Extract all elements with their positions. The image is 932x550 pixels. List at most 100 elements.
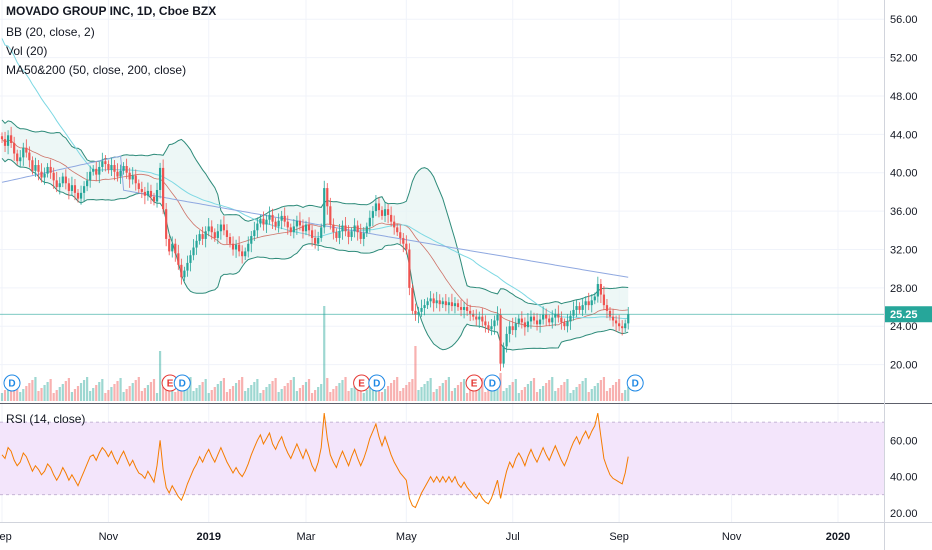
ma-indicator-label[interactable]: MA50&200 (50, close, 200, close) — [6, 63, 187, 77]
volume-bar — [496, 380, 499, 401]
candle-body — [171, 243, 174, 252]
candle-body — [438, 300, 441, 305]
candle-body — [101, 161, 104, 167]
candle-body — [22, 147, 25, 158]
volume-bar — [487, 389, 490, 401]
volume-bar — [405, 385, 408, 401]
volume-bar — [548, 380, 551, 401]
event-marker-label: D — [373, 379, 380, 390]
volume-bar — [605, 391, 609, 401]
volume-bar — [596, 383, 599, 401]
candle-body — [286, 221, 289, 228]
volume-bar — [268, 384, 271, 401]
candle-body — [19, 157, 22, 162]
volume-bar — [414, 346, 417, 401]
candle-body — [344, 225, 347, 232]
candle-body — [380, 210, 384, 216]
candle-body — [426, 301, 429, 306]
candle-body — [353, 225, 356, 232]
candle-body — [405, 243, 408, 250]
volume-bar — [241, 377, 244, 401]
candle-body — [347, 231, 350, 238]
volume-bar — [277, 392, 280, 401]
price-tick-label: 28.00 — [890, 283, 918, 295]
rsi-tick-label: 60.00 — [890, 435, 918, 447]
volume-bar — [429, 378, 432, 401]
volume-bar — [101, 379, 104, 401]
price-tick-label: 48.00 — [890, 91, 918, 103]
event-marker-label: D — [179, 379, 186, 390]
candle-body — [484, 321, 487, 326]
candle-body — [37, 165, 40, 172]
candle-body — [417, 311, 420, 315]
volume-bar — [0, 393, 4, 401]
candle-body — [259, 218, 262, 224]
event-marker-label: E — [358, 379, 365, 390]
volume-bar — [134, 380, 137, 401]
volume-bar — [523, 387, 526, 401]
candle-body — [478, 316, 481, 320]
volume-bar — [119, 378, 122, 401]
candle-body — [560, 317, 563, 323]
candle-body — [317, 237, 320, 244]
volume-bar — [563, 382, 566, 401]
volume-bar — [180, 386, 183, 401]
rsi-tick-label: 40.00 — [890, 472, 918, 484]
candle-body — [605, 305, 609, 311]
candle-body — [198, 234, 201, 241]
candle-body — [76, 192, 80, 199]
volume-bar — [505, 388, 508, 401]
symbol-title[interactable]: MOVADO GROUP INC, 1D, Cboe BZX — [6, 4, 217, 18]
volume-bar — [386, 386, 390, 401]
volume-bar — [542, 386, 545, 401]
volume-bar — [61, 384, 64, 401]
volume-bar — [393, 380, 396, 401]
candle-body — [614, 320, 618, 324]
candle-body — [113, 165, 116, 172]
candle-body — [268, 214, 271, 220]
volume-bar — [234, 383, 238, 401]
volume-bar — [502, 391, 505, 401]
volume-bar — [79, 383, 83, 401]
volume-bar — [219, 381, 222, 401]
candle-body — [578, 306, 581, 310]
vol-indicator-label[interactable]: Vol (20) — [6, 44, 48, 58]
candle-body — [444, 301, 447, 306]
volume-bar — [511, 382, 514, 401]
volume-bar — [201, 382, 204, 401]
volume-bar — [274, 378, 277, 401]
candle-body — [602, 294, 606, 306]
volume-bar — [317, 387, 320, 401]
volume-bar — [31, 380, 34, 401]
event-marker-label: D — [632, 379, 639, 390]
candle-body — [219, 224, 222, 232]
candle-body — [338, 231, 341, 238]
volume-bar — [554, 391, 557, 401]
candle-body — [158, 167, 162, 190]
candle-body — [414, 310, 417, 315]
volume-bar — [566, 379, 569, 401]
volume-bar — [314, 390, 317, 401]
candle-body — [301, 225, 305, 232]
volume-bar — [137, 377, 140, 401]
volume-bar — [526, 384, 530, 401]
candle-body — [238, 244, 241, 252]
volume-bar — [231, 386, 235, 401]
volume-bar — [545, 383, 548, 401]
volume-bar — [466, 393, 469, 401]
rsi-indicator-label[interactable]: RSI (14, close) — [6, 412, 86, 426]
candle-body — [16, 153, 19, 162]
volume-bar — [441, 383, 444, 401]
candle-body — [590, 300, 593, 306]
candle-body — [52, 172, 55, 181]
candle-body — [149, 190, 153, 197]
volume-bar — [283, 386, 286, 401]
candle-body — [383, 209, 387, 216]
volume-bar — [25, 386, 28, 401]
bb-indicator-label[interactable]: BB (20, close, 2) — [6, 25, 95, 39]
volume-bar — [380, 392, 384, 401]
volume-bar — [575, 387, 578, 401]
volume-bar — [608, 388, 612, 401]
candle-body — [359, 232, 362, 239]
